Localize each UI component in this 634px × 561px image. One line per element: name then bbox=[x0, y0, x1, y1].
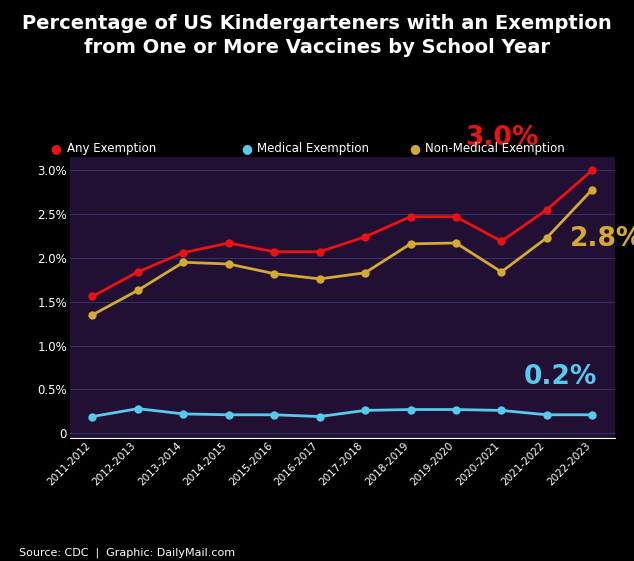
Text: 0.2%: 0.2% bbox=[524, 364, 597, 390]
Text: 3.0%: 3.0% bbox=[465, 125, 538, 151]
Text: Non-Medical Exemption: Non-Medical Exemption bbox=[425, 142, 564, 155]
Text: 2.8%: 2.8% bbox=[569, 226, 634, 252]
Text: Source: CDC  |  Graphic: DailyMail.com: Source: CDC | Graphic: DailyMail.com bbox=[19, 548, 235, 558]
Text: ●: ● bbox=[241, 142, 252, 155]
Text: Percentage of US Kindergarteners with an Exemption
from One or More Vaccines by : Percentage of US Kindergarteners with an… bbox=[22, 14, 612, 57]
Bar bbox=[70, 157, 615, 438]
Text: Any Exemption: Any Exemption bbox=[67, 142, 156, 155]
Text: ●: ● bbox=[51, 142, 61, 155]
Text: ●: ● bbox=[409, 142, 420, 155]
Text: Medical Exemption: Medical Exemption bbox=[257, 142, 369, 155]
